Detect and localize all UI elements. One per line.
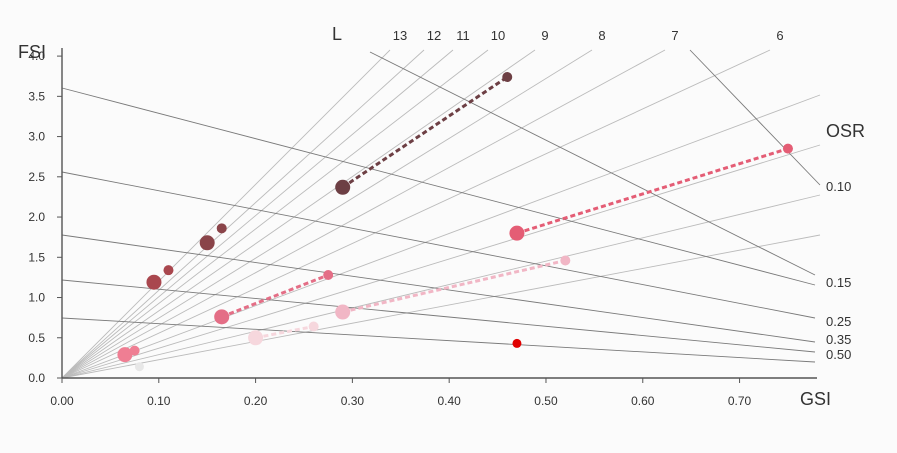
- ray-line-6: [61, 49, 771, 379]
- series-3-line: [221, 273, 329, 319]
- osr-line-0.35: [61, 279, 816, 353]
- ray-label-8: 8: [598, 28, 605, 43]
- x-tick-label-0.60: 0.60: [631, 394, 655, 408]
- y-tick-label-1.5: 1.5: [28, 250, 45, 264]
- series-1-point-1: [335, 179, 351, 195]
- series-2-point-2: [782, 143, 793, 154]
- y-tick-label-1.0: 1.0: [28, 291, 45, 305]
- y-tick-label-2.5: 2.5: [28, 170, 45, 184]
- osr-group-label: OSR: [826, 121, 865, 141]
- series-2-point-1: [509, 225, 525, 241]
- x-tick-label-0.70: 0.70: [728, 394, 752, 408]
- x-tick-label-0.10: 0.10: [147, 394, 171, 408]
- ray-label-6: 6: [776, 28, 783, 43]
- ray-group-label: L: [332, 24, 342, 44]
- x-tick-label-0.20: 0.20: [244, 394, 268, 408]
- osr-label-0.50: 0.50: [826, 347, 851, 362]
- ray-line-11: [61, 49, 454, 379]
- ray-line-extra-1: [61, 94, 821, 379]
- ray-line-8: [61, 49, 593, 379]
- ray-line-13: [61, 49, 391, 379]
- ray-label-12: 12: [427, 28, 441, 43]
- ray-line-extra-3: [61, 194, 821, 379]
- ray-lines-layer: 13 12 11 10 9 8 7 6: [61, 28, 821, 379]
- series-4-line: [342, 259, 566, 314]
- osr-line-0.10: [61, 87, 816, 286]
- series-8-point-1: [117, 347, 133, 363]
- osr-label-0.10: 0.10: [826, 179, 851, 194]
- ray-line-9: [61, 49, 536, 379]
- x-tick-label-0.00: 0.00: [50, 394, 74, 408]
- osr-diagonal-mid: [369, 51, 816, 276]
- ray-line-7: [61, 49, 666, 379]
- y-tick-label-4.0: 4.0: [28, 49, 45, 63]
- ray-line-12: [61, 49, 425, 379]
- series-8-point-2: [129, 345, 140, 356]
- series-3-point-1: [214, 309, 230, 325]
- ray-line-extra-4: [61, 234, 821, 379]
- series-3-point-2: [323, 269, 334, 280]
- osr-diagonal-top: [689, 49, 821, 186]
- series-layer: [117, 72, 793, 372]
- osr-lines-layer: 0.10 0.15 0.25 0.350.50: [61, 49, 851, 363]
- y-tick-label-2.0: 2.0: [28, 210, 45, 224]
- ray-label-9: 9: [541, 28, 548, 43]
- ray-line-extra-2: [61, 144, 821, 379]
- series-5-point-2: [308, 321, 319, 332]
- series-2-line: [516, 147, 789, 235]
- ray-label-10: 10: [491, 28, 505, 43]
- y-tick-label-0.5: 0.5: [28, 331, 45, 345]
- y-axis-title: FSI: [18, 42, 46, 62]
- series-1-line: [341, 75, 509, 189]
- series-7-point-2: [163, 265, 174, 276]
- series-6-point-2: [216, 223, 227, 234]
- ray-line-10: [61, 49, 489, 379]
- series-5-line: [255, 325, 314, 340]
- osr-line-0.50: [61, 317, 816, 363]
- x-axis-title: GSI: [800, 389, 831, 409]
- ray-label-7: 7: [671, 28, 678, 43]
- series-1-point-2: [502, 72, 513, 83]
- x-tick-label-0.40: 0.40: [437, 394, 461, 408]
- series-9-point-1: [134, 362, 144, 372]
- y-tick-label-3.0: 3.0: [28, 130, 45, 144]
- osr-label-0.25: 0.25: [826, 314, 851, 329]
- series-4-point-2: [560, 255, 571, 266]
- ray-label-11: 11: [456, 28, 470, 43]
- y-tick-label-3.5: 3.5: [28, 89, 45, 103]
- series-4-point-1: [335, 304, 351, 320]
- osr-label-0.15: 0.15: [826, 275, 851, 290]
- osr-label-0.35: 0.35: [826, 332, 851, 347]
- axes-layer: 0.00 0.10 0.20 0.30 0.40 0.50 0.60 0.70 0.0 0.5 1.…: [28, 48, 817, 408]
- x-tick-label-0.30: 0.30: [341, 394, 365, 408]
- x-tick-label-0.50: 0.50: [534, 394, 558, 408]
- osr-line-0.15: [61, 171, 816, 319]
- series-7-point-1: [146, 274, 162, 290]
- ray-label-13: 13: [393, 28, 407, 43]
- series-5-point-1: [248, 330, 264, 346]
- y-tick-label-0.0: 0.0: [28, 371, 45, 385]
- series-6-point-1: [199, 235, 215, 251]
- series-10-point-1: [512, 338, 522, 348]
